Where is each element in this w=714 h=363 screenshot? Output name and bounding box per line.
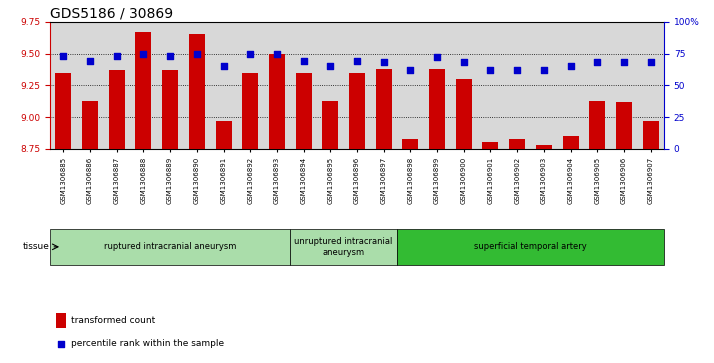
Point <box>325 63 336 69</box>
Text: superficial temporal artery: superficial temporal artery <box>474 242 587 251</box>
Bar <box>109 70 125 149</box>
Text: tissue: tissue <box>23 242 50 251</box>
Point <box>351 58 363 64</box>
Bar <box>403 139 418 149</box>
Bar <box>296 73 311 149</box>
Bar <box>456 79 472 149</box>
Point <box>55 341 66 347</box>
Point <box>458 60 470 65</box>
Bar <box>643 121 659 149</box>
Bar <box>616 102 632 149</box>
Bar <box>291 229 397 265</box>
Bar <box>216 121 231 149</box>
Bar <box>56 313 66 328</box>
Point <box>378 60 389 65</box>
Bar <box>50 229 291 265</box>
Point <box>244 50 256 56</box>
Point <box>84 58 96 64</box>
Text: unruptured intracranial
aneurysm: unruptured intracranial aneurysm <box>294 237 393 257</box>
Text: transformed count: transformed count <box>71 316 156 325</box>
Text: percentile rank within the sample: percentile rank within the sample <box>71 339 225 348</box>
Bar <box>188 34 205 149</box>
Point <box>271 50 283 56</box>
Point <box>511 67 523 73</box>
Point <box>538 67 550 73</box>
Point <box>431 54 443 60</box>
Bar <box>162 70 178 149</box>
Bar <box>376 69 392 149</box>
Bar <box>55 73 71 149</box>
Bar <box>483 142 498 149</box>
Bar <box>322 101 338 149</box>
Point <box>191 50 203 56</box>
Point <box>565 63 576 69</box>
Bar <box>429 69 445 149</box>
Bar <box>269 54 285 149</box>
Bar <box>509 139 526 149</box>
Bar <box>242 73 258 149</box>
Bar <box>82 101 98 149</box>
Bar <box>563 136 578 149</box>
Point <box>405 67 416 73</box>
Point <box>138 50 149 56</box>
Bar <box>536 145 552 149</box>
Point <box>485 67 496 73</box>
Point <box>618 60 630 65</box>
Point <box>645 60 656 65</box>
Point <box>164 53 176 59</box>
Bar <box>349 73 365 149</box>
Text: GDS5186 / 30869: GDS5186 / 30869 <box>50 7 173 21</box>
Point <box>298 58 309 64</box>
Point <box>58 53 69 59</box>
Point <box>218 63 229 69</box>
Bar <box>397 229 664 265</box>
Text: ruptured intracranial aneurysm: ruptured intracranial aneurysm <box>104 242 236 251</box>
Point <box>111 53 122 59</box>
Point <box>592 60 603 65</box>
Bar <box>136 32 151 149</box>
Bar <box>589 101 605 149</box>
